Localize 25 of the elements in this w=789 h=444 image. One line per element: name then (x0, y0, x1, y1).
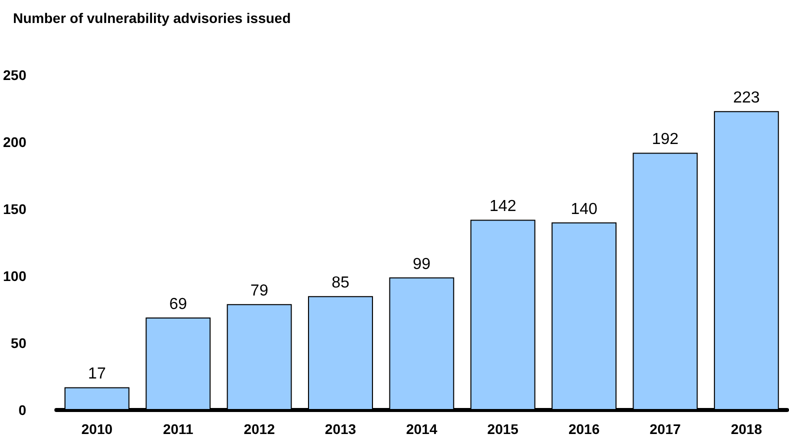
x-tick-label: 2010 (81, 421, 113, 437)
y-tick-label: 250 (3, 67, 27, 83)
x-tick-label: 2011 (162, 421, 194, 437)
data-label: 99 (412, 256, 431, 273)
x-tick-label: 2012 (244, 421, 276, 437)
y-tick-label: 100 (3, 268, 27, 284)
y-tick-label: 0 (18, 402, 27, 418)
x-tick-label: 2016 (568, 421, 600, 437)
y-tick-label: 150 (3, 201, 27, 217)
chart-title: Number of vulnerability advisories issued (13, 10, 291, 26)
data-label: 69 (169, 296, 188, 314)
data-label: 223 (733, 90, 760, 107)
data-label: 192 (652, 131, 679, 148)
data-label: 17 (88, 366, 106, 383)
x-tick-label: 2015 (487, 421, 519, 437)
data-label: 140 (570, 200, 598, 218)
data-label: 85 (332, 274, 350, 292)
x-tick-label: 2018 (730, 421, 762, 437)
data-label: 142 (490, 198, 516, 216)
y-tick-label: 200 (3, 134, 27, 150)
data-label: 79 (250, 282, 268, 300)
x-tick-label: 2014 (406, 421, 438, 437)
x-tick-label: 2013 (324, 421, 356, 437)
x-tick-label: 2017 (650, 421, 682, 437)
y-tick-label: 50 (10, 335, 27, 351)
